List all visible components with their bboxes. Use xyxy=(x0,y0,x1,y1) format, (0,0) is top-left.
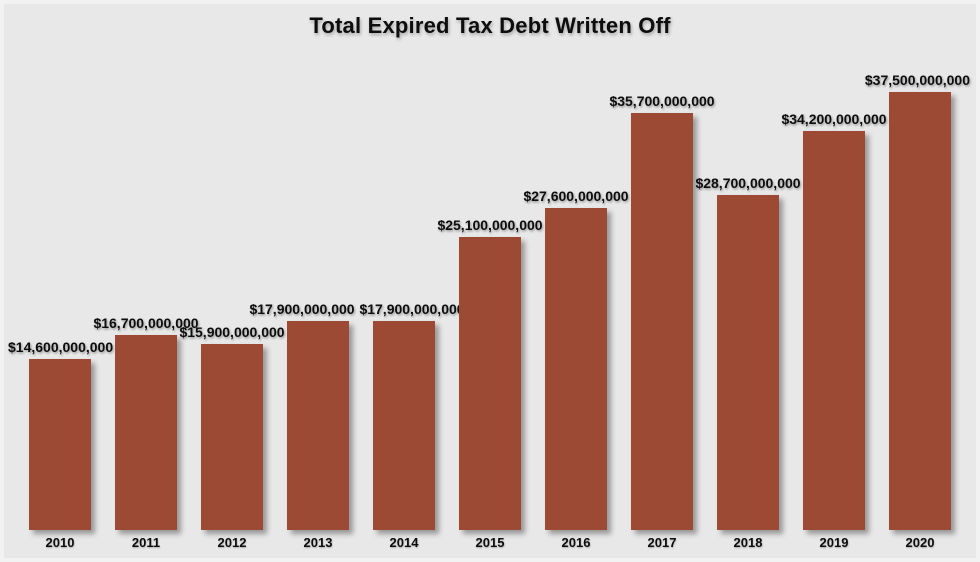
bar-2011 xyxy=(115,335,177,530)
category-label-2012: 2012 xyxy=(217,535,247,550)
value-label-2018: $28,700,000,000 xyxy=(695,175,801,191)
value-label-2017: $35,700,000,000 xyxy=(609,93,715,109)
category-label-2019: 2019 xyxy=(819,535,849,550)
category-label-2013: 2013 xyxy=(303,535,333,550)
bar-2010 xyxy=(29,359,91,530)
value-label-2014: $17,900,000,000 xyxy=(359,301,465,317)
category-label-2016: 2016 xyxy=(561,535,591,550)
value-label-2019: $34,200,000,000 xyxy=(781,111,887,127)
value-label-2011: $16,700,000,000 xyxy=(93,315,199,331)
category-label-2010: 2010 xyxy=(45,535,75,550)
value-label-2020: $37,500,000,000 xyxy=(864,72,970,88)
bar-2017 xyxy=(631,113,693,530)
category-label-2011: 2011 xyxy=(131,535,161,550)
bar-2015 xyxy=(459,237,521,530)
value-label-2010: $14,600,000,000 xyxy=(8,339,114,355)
bar-2019 xyxy=(803,131,865,530)
bar-2012 xyxy=(201,344,263,530)
value-label-2013: $17,900,000,000 xyxy=(249,301,355,317)
bar-2016 xyxy=(545,208,607,530)
bar-2018 xyxy=(717,195,779,530)
bar-2013 xyxy=(287,321,349,530)
category-label-2017: 2017 xyxy=(647,535,677,550)
category-label-2014: 2014 xyxy=(389,535,419,550)
value-label-2012: $15,900,000,000 xyxy=(179,324,285,340)
value-label-2016: $27,600,000,000 xyxy=(523,188,629,204)
bar-2020 xyxy=(889,92,951,530)
category-label-2015: 2015 xyxy=(475,535,505,550)
chart-title: Total Expired Tax Debt Written Off xyxy=(309,13,671,38)
bar-2014 xyxy=(373,321,435,530)
category-label-2020: 2020 xyxy=(905,535,935,550)
value-label-2015: $25,100,000,000 xyxy=(437,217,543,233)
category-label-2018: 2018 xyxy=(733,535,763,550)
